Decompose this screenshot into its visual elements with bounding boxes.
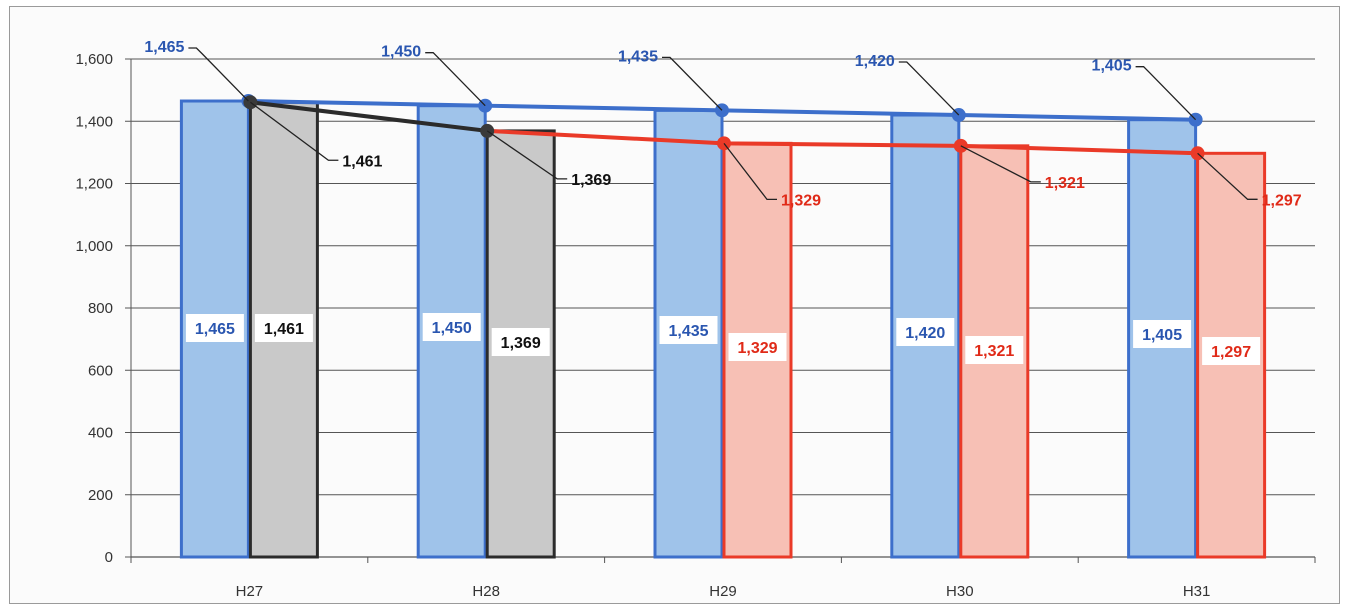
callout-leader <box>723 142 777 200</box>
data-label-box <box>491 328 550 356</box>
callout-label-blue: 1,405 <box>1092 58 1132 75</box>
x-tick-label: H28 <box>472 583 500 600</box>
data-label-red: 1,329 <box>737 340 777 357</box>
data-label-gray: 1,461 <box>264 321 304 338</box>
data-label-gray: 1,369 <box>501 335 541 352</box>
callout-leader <box>960 145 1041 183</box>
line-red <box>487 128 1198 156</box>
callout-leader <box>1197 152 1258 200</box>
callout-label-gray: 1,461 <box>342 153 382 170</box>
callout-label-blue: 1,420 <box>855 53 895 70</box>
callout-label-red: 1,297 <box>1262 192 1302 209</box>
callout-label-gray: 1,369 <box>571 172 611 189</box>
x-tick-label: H31 <box>1183 583 1211 600</box>
callout-leader <box>662 56 723 111</box>
y-tick-label: 200 <box>88 487 113 504</box>
data-label-blue: 1,405 <box>1142 327 1182 344</box>
data-label-blue: 1,435 <box>668 323 708 340</box>
data-label-box <box>422 313 481 341</box>
x-tick-label: H27 <box>236 583 264 600</box>
y-tick-label: 1,400 <box>75 113 113 130</box>
x-tick-label: H30 <box>946 583 974 600</box>
callout-leader <box>486 130 568 180</box>
data-label-blue: 1,450 <box>432 320 472 337</box>
data-label-box <box>659 316 718 344</box>
y-tick-label: 1,600 <box>75 51 113 68</box>
callout-leader <box>250 101 339 161</box>
callout-label-red: 1,329 <box>781 192 821 209</box>
x-tick-label: H29 <box>709 583 737 600</box>
line-gray <box>250 100 488 133</box>
y-tick-label: 1,000 <box>75 238 113 255</box>
y-tick-label: 600 <box>88 362 113 379</box>
callout-leader <box>188 47 249 102</box>
callout-leader <box>425 52 486 107</box>
callout-label-red: 1,321 <box>1045 175 1085 192</box>
y-tick-label: 800 <box>88 300 113 317</box>
data-label-box <box>965 336 1024 364</box>
data-label-box <box>728 333 787 361</box>
callout-leader <box>898 61 960 116</box>
callout-leader <box>1135 66 1197 121</box>
data-label-blue: 1,420 <box>905 325 945 342</box>
callout-label-blue: 1,465 <box>144 39 184 56</box>
data-label-box <box>1202 337 1261 365</box>
callout-label-blue: 1,450 <box>381 44 421 61</box>
data-label-box <box>185 314 244 342</box>
callout-label-blue: 1,435 <box>618 48 658 65</box>
data-label-box <box>254 314 313 342</box>
y-tick-label: 0 <box>105 549 113 566</box>
data-label-blue: 1,465 <box>195 321 235 338</box>
y-tick-label: 400 <box>88 425 113 442</box>
data-label-box <box>1133 320 1192 348</box>
data-label-box <box>896 318 955 346</box>
data-label-red: 1,297 <box>1211 344 1251 361</box>
y-tick-label: 1,200 <box>75 176 113 193</box>
data-label-red: 1,321 <box>974 343 1014 360</box>
